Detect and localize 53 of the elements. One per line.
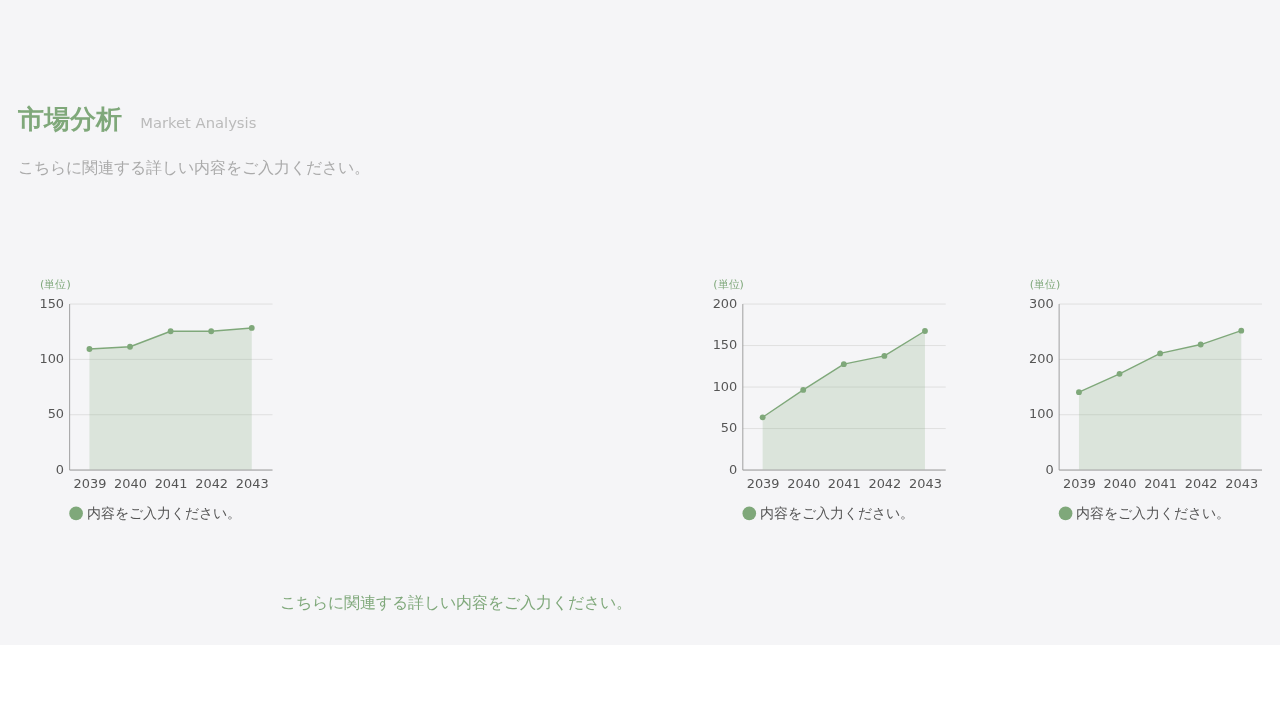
x-tick-label: 2043 <box>908 475 942 491</box>
point <box>208 328 215 335</box>
x-tick-label: 2043 <box>235 475 269 491</box>
point <box>840 361 847 368</box>
x-tick-label: 2039 <box>1062 475 1096 491</box>
point <box>759 414 766 421</box>
text: こちらに関連する詳しい内容をご入力ください。 <box>18 157 371 177</box>
chart-title: 市場分析 <box>17 104 123 135</box>
y-tick-label: 50 <box>47 406 65 422</box>
y-tick-label: 50 <box>720 420 738 436</box>
x-tick-label: 2042 <box>1184 475 1218 491</box>
legend-label: 内容をご入力ください。 <box>1076 505 1231 521</box>
y-tick-label: 200 <box>712 295 738 311</box>
point <box>1157 350 1164 357</box>
point <box>167 328 174 335</box>
point <box>1116 370 1123 377</box>
legend-label: 内容をご入力ください。 <box>759 505 914 521</box>
point <box>800 387 807 393</box>
point <box>881 352 888 359</box>
y-tick-label: 100 <box>39 351 65 367</box>
x-tick-label: 2042 <box>195 475 229 491</box>
chart-subtitle: Market Analysis <box>140 114 257 132</box>
y-tick-label: 0 <box>1045 461 1054 477</box>
legend-label: 内容をご入力ください。 <box>86 505 241 521</box>
x-tick-label: 2039 <box>73 475 107 491</box>
y-axis-title: (単位) <box>713 278 744 292</box>
x-tick-label: 2043 <box>1225 475 1259 491</box>
y-tick-label: 200 <box>1028 351 1054 367</box>
text: こちらに関連する詳しい内容をご入力ください。 <box>280 592 633 612</box>
x-tick-label: 2041 <box>154 475 188 491</box>
point <box>1238 327 1245 334</box>
point <box>248 325 255 331</box>
x-tick-label: 2040 <box>1103 475 1137 491</box>
point <box>922 328 928 334</box>
point <box>127 343 133 350</box>
y-tick-label: 300 <box>1028 295 1054 311</box>
y-tick-label: 150 <box>712 337 738 353</box>
y-tick-label: 0 <box>729 461 738 477</box>
point <box>1076 389 1082 396</box>
y-tick-label: 100 <box>1028 406 1054 422</box>
point <box>1197 341 1204 348</box>
point <box>86 346 93 352</box>
x-tick-label: 2039 <box>746 475 780 491</box>
x-tick-label: 2041 <box>1144 475 1178 491</box>
y-tick-label: 100 <box>712 378 738 394</box>
y-axis-title: (単位) <box>40 278 71 292</box>
y-tick-label: 150 <box>39 295 65 311</box>
x-tick-label: 2042 <box>868 475 902 491</box>
y-tick-label: 0 <box>55 461 65 477</box>
y-axis-title: (単位) <box>1029 278 1061 292</box>
x-tick-label: 2040 <box>787 475 821 491</box>
x-tick-label: 2040 <box>114 475 147 491</box>
x-tick-label: 2041 <box>827 475 861 491</box>
